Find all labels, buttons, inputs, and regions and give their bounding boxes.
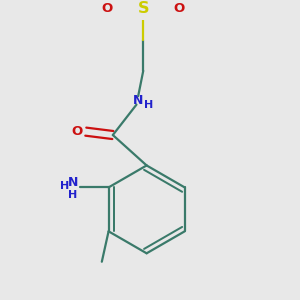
Text: N: N xyxy=(133,94,143,107)
Text: O: O xyxy=(174,2,185,15)
Text: N: N xyxy=(68,176,78,189)
Text: H: H xyxy=(68,190,77,200)
Text: H: H xyxy=(60,181,69,191)
Text: O: O xyxy=(101,2,113,15)
Text: H: H xyxy=(144,100,153,110)
Text: O: O xyxy=(72,125,83,138)
Text: S: S xyxy=(137,1,149,16)
